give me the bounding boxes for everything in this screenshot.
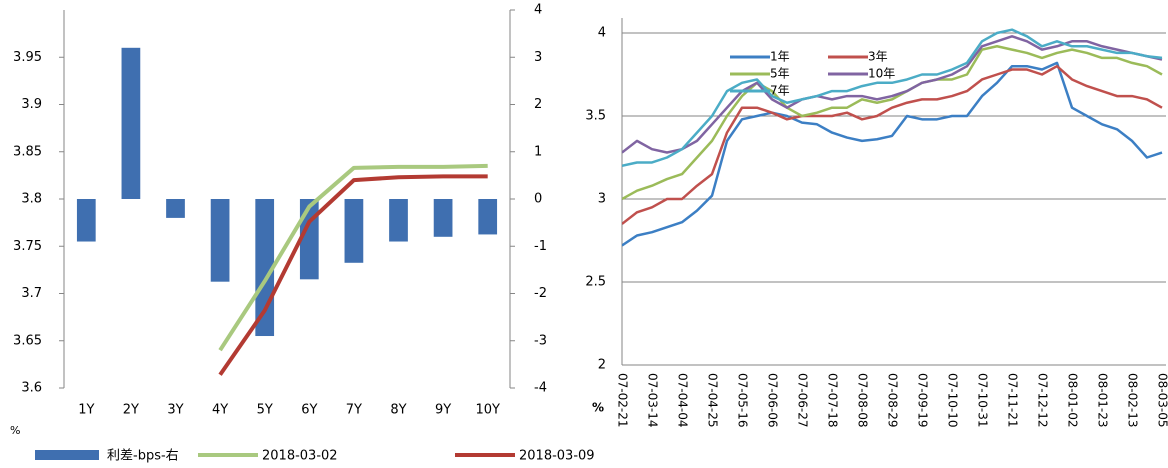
legend-label: 5年 xyxy=(770,67,790,81)
y2-tick-label: -4 xyxy=(534,381,547,396)
legend-swatch xyxy=(35,450,99,460)
x-tick-label: 07-08-08 xyxy=(856,373,870,427)
bar xyxy=(210,199,230,282)
series-line xyxy=(622,61,1163,247)
bar xyxy=(76,199,96,242)
bar xyxy=(478,199,498,235)
x-tick-label: 07-10-31 xyxy=(976,373,990,427)
y-tick-label: 3.75 xyxy=(13,239,42,254)
bar xyxy=(121,47,141,199)
y-unit-label: % xyxy=(592,401,604,415)
series-line xyxy=(218,174,488,376)
y-tick-label: 2.5 xyxy=(585,275,606,290)
legend-label: 7年 xyxy=(770,84,790,98)
x-tick-label: 07-02-21 xyxy=(616,373,630,427)
y-tick-label: 4 xyxy=(598,26,606,41)
x-tick-label: 07-03-14 xyxy=(646,373,660,427)
x-tick-label: 6Y xyxy=(301,403,317,418)
x-tick-label: 07-10-10 xyxy=(946,373,960,427)
x-tick-label: 07-12-12 xyxy=(1036,373,1050,427)
x-tick-label: 07-04-04 xyxy=(676,373,690,427)
y-tick-label: 3.95 xyxy=(13,50,42,65)
y-unit-label: % xyxy=(10,424,20,437)
bar xyxy=(344,199,364,263)
x-tick-label: 07-04-25 xyxy=(706,373,720,427)
y-tick-label: 3 xyxy=(598,192,606,207)
y2-tick-label: 3 xyxy=(534,50,542,65)
legend-label: 1年 xyxy=(770,50,790,64)
x-tick-label: 3Y xyxy=(167,403,183,418)
x-tick-label: 07-11-21 xyxy=(1006,373,1020,427)
y-tick-label: 3.5 xyxy=(585,109,606,124)
series-line xyxy=(218,163,488,352)
x-tick-label: 08-01-02 xyxy=(1066,373,1080,427)
y-tick-label: 3.7 xyxy=(21,286,42,301)
x-tick-label: 07-07-18 xyxy=(826,373,840,427)
y-tick-label: 3.6 xyxy=(21,381,42,396)
x-tick-label: 08-03-05 xyxy=(1156,373,1168,427)
x-tick-label: 10Y xyxy=(475,403,500,418)
x-tick-label: 07-06-27 xyxy=(796,373,810,427)
y2-tick-label: 1 xyxy=(534,144,542,159)
series-line xyxy=(622,45,1163,201)
y2-tick-label: 2 xyxy=(534,97,542,112)
x-tick-label: 07-08-29 xyxy=(886,373,900,427)
y2-tick-label: -1 xyxy=(534,239,547,254)
x-tick-label: 08-01-23 xyxy=(1096,373,1110,427)
y-tick-label: 3.9 xyxy=(21,97,42,112)
bar xyxy=(166,199,185,218)
x-tick-label: 7Y xyxy=(346,403,362,418)
y2-tick-label: 4 xyxy=(534,3,542,18)
series-line xyxy=(622,64,1163,225)
legend-label: 3年 xyxy=(868,50,888,64)
x-tick-label: 07-05-16 xyxy=(736,373,750,427)
bar xyxy=(433,199,453,237)
x-tick-label: 08-02-13 xyxy=(1126,373,1140,427)
x-tick-label: 1Y xyxy=(78,403,94,418)
series-line xyxy=(622,28,1163,168)
y2-tick-label: -3 xyxy=(534,333,547,348)
x-tick-label: 9Y xyxy=(435,403,451,418)
plot-area xyxy=(76,47,498,376)
y-tick-label: 3.85 xyxy=(13,144,42,159)
bar xyxy=(389,199,408,242)
x-tick-label: 8Y xyxy=(390,403,406,418)
y-tick-label: 3.8 xyxy=(21,192,42,207)
y2-tick-label: -2 xyxy=(534,286,547,301)
x-tick-label: 5Y xyxy=(257,403,273,418)
x-tick-label: 07-09-19 xyxy=(916,373,930,427)
x-tick-label: 2Y xyxy=(123,403,139,418)
y-tick-label: 3.65 xyxy=(13,333,42,348)
legend-label: 2018-03-02 xyxy=(262,449,338,464)
legend-label: 10年 xyxy=(868,67,895,81)
x-tick-label: 07-06-06 xyxy=(766,373,780,427)
x-tick-label: 4Y xyxy=(212,403,228,418)
y-tick-label: 2 xyxy=(598,358,606,373)
series-line xyxy=(622,35,1163,154)
legend-label: 2018-03-09 xyxy=(519,449,595,464)
y2-tick-label: 0 xyxy=(534,192,542,207)
legend-label: 利差-bps-右 xyxy=(107,449,179,464)
plot-area xyxy=(622,28,1163,247)
